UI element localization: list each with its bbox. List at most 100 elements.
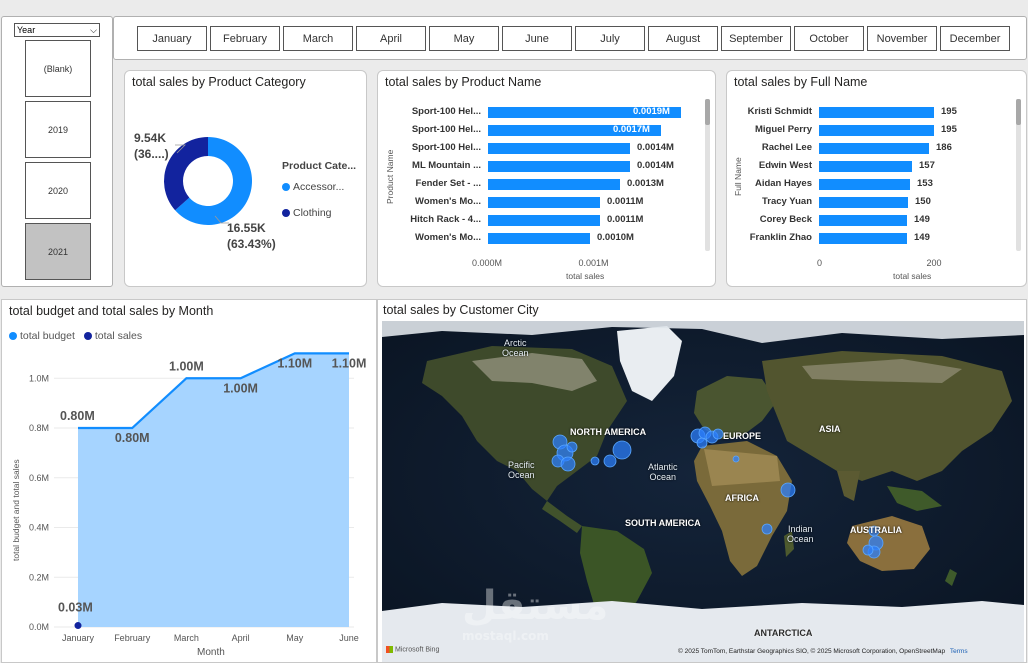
month-tile-october[interactable]: October bbox=[794, 26, 864, 51]
legend-dot-icon bbox=[83, 332, 92, 341]
month-tile-label: August bbox=[665, 32, 701, 45]
bar[interactable] bbox=[819, 161, 912, 172]
city-bubble[interactable] bbox=[712, 428, 724, 440]
map-label-australia: AUSTRALIA bbox=[850, 525, 902, 535]
bar-value-label: 153 bbox=[917, 178, 933, 189]
central-america-shape bbox=[542, 501, 582, 533]
north-america-snow-shape bbox=[472, 353, 597, 391]
map-label-antarctica: ANTARCTICA bbox=[754, 628, 813, 638]
month-tile-march[interactable]: March bbox=[283, 26, 353, 51]
legend-item-total-budget[interactable]: total budget bbox=[9, 330, 75, 342]
legend-item-accessories[interactable]: Accessor... bbox=[282, 178, 356, 196]
fullname-scrollbar[interactable] bbox=[1016, 99, 1021, 251]
month-tile-february[interactable]: February bbox=[210, 26, 280, 51]
year-dropdown[interactable]: Year ⌵ bbox=[14, 23, 100, 37]
bar[interactable] bbox=[488, 197, 600, 208]
city-bubble[interactable] bbox=[566, 441, 578, 453]
month-tile-december[interactable]: December bbox=[940, 26, 1010, 51]
bar[interactable] bbox=[488, 179, 620, 190]
x-tick-label: 200 bbox=[926, 258, 942, 268]
year-tile-label: 2021 bbox=[47, 246, 69, 257]
x-tick-label: 0.001M bbox=[578, 258, 609, 268]
city-bubble[interactable] bbox=[590, 456, 600, 466]
city-bubble[interactable] bbox=[603, 454, 617, 468]
map-terms-link[interactable]: Terms bbox=[949, 648, 968, 655]
budget-area[interactable] bbox=[78, 353, 349, 627]
city-map-title: total sales by Customer City bbox=[383, 303, 539, 317]
bar[interactable] bbox=[488, 215, 600, 226]
legend-item-clothing[interactable]: Clothing bbox=[282, 204, 356, 222]
month-tile-august[interactable]: August bbox=[648, 26, 718, 51]
x-tick-label: 0.000M bbox=[472, 258, 503, 268]
y-tick-label: 0.8M bbox=[29, 423, 49, 433]
budget-line[interactable] bbox=[78, 352, 349, 430]
bar[interactable] bbox=[488, 107, 681, 118]
month-tile-july[interactable]: July bbox=[575, 26, 645, 51]
month-legend: total budget total sales bbox=[9, 330, 142, 342]
microsoft-logo-icon bbox=[386, 646, 393, 653]
new-zealand-shape bbox=[945, 569, 957, 586]
bar-category-label: Edwin West bbox=[758, 160, 812, 171]
bar[interactable] bbox=[819, 197, 908, 208]
month-tile-april[interactable]: April bbox=[356, 26, 426, 51]
city-bubble[interactable] bbox=[612, 440, 632, 460]
map-label-south-america: SOUTH AMERICA bbox=[625, 518, 701, 528]
bar[interactable] bbox=[819, 233, 907, 244]
donut-label-accessories-value: 16.55K bbox=[227, 221, 266, 235]
year-tile-label: 2020 bbox=[47, 185, 69, 196]
city-bubble[interactable] bbox=[862, 544, 874, 556]
month-tile-january[interactable]: January bbox=[137, 26, 207, 51]
month-tile-september[interactable]: September bbox=[721, 26, 791, 51]
donut-slice-accessories[interactable] bbox=[175, 137, 252, 225]
y-tick-label: 0.0M bbox=[29, 622, 49, 632]
city-bubble[interactable] bbox=[732, 455, 740, 463]
month-tile-may[interactable]: May bbox=[429, 26, 499, 51]
bar[interactable] bbox=[488, 125, 661, 136]
europe-shape bbox=[694, 376, 777, 439]
map-label-asia: ASIA bbox=[819, 424, 841, 434]
donut-slice-clothing[interactable] bbox=[164, 137, 208, 211]
sahara-shape bbox=[704, 449, 780, 486]
month-tile-june[interactable]: June bbox=[502, 26, 572, 51]
bar[interactable] bbox=[488, 233, 590, 244]
map-label-atlantic: Atlantic Ocean bbox=[648, 462, 678, 482]
year-tile-label: 2019 bbox=[47, 124, 69, 135]
donut-leader-line-clothing bbox=[175, 144, 186, 154]
bar-value-label: 0.0014M bbox=[637, 142, 674, 153]
city-bubble[interactable] bbox=[761, 523, 773, 535]
donut-legend-title: Product Cate... bbox=[282, 160, 357, 172]
bar[interactable] bbox=[819, 179, 910, 190]
city-bubble[interactable] bbox=[560, 456, 576, 472]
bar[interactable] bbox=[819, 143, 929, 154]
bar[interactable] bbox=[819, 107, 934, 118]
bar-value-label: 150 bbox=[915, 196, 931, 207]
product-scrollbar-thumb[interactable] bbox=[705, 99, 710, 125]
year-tile-blank[interactable]: (Blank) bbox=[25, 40, 91, 97]
bar[interactable] bbox=[488, 161, 630, 172]
product-y-axis-title: Product Name bbox=[385, 149, 395, 204]
city-map-card: total sales by Customer City bbox=[377, 299, 1027, 663]
budget-data-label: 0.80M bbox=[60, 409, 95, 423]
legend-dot-icon bbox=[9, 332, 17, 341]
bar-value-label: 149 bbox=[914, 214, 930, 225]
bar-value-label: 0.0010M bbox=[597, 232, 634, 243]
fullname-y-axis-title: Full Name bbox=[733, 157, 743, 196]
bar[interactable] bbox=[819, 125, 934, 136]
fullname-scrollbar-thumb[interactable] bbox=[1016, 99, 1021, 125]
year-tile-2021[interactable]: 2021 bbox=[25, 223, 91, 280]
bar[interactable] bbox=[819, 215, 907, 226]
product-scrollbar[interactable] bbox=[705, 99, 710, 251]
month-tile-november[interactable]: November bbox=[867, 26, 937, 51]
year-tile-2019[interactable]: 2019 bbox=[25, 101, 91, 158]
city-bubble[interactable] bbox=[696, 437, 708, 449]
bar-category-label: Corey Beck bbox=[759, 214, 812, 225]
x-tick-label: June bbox=[339, 633, 359, 643]
city-bubble[interactable] bbox=[780, 482, 796, 498]
sales-point[interactable] bbox=[74, 622, 82, 630]
donut-label-clothing-pct: (36....) bbox=[134, 147, 169, 161]
year-tile-2020[interactable]: 2020 bbox=[25, 162, 91, 219]
world-map[interactable]: Arctic Ocean NORTH AMERICA EUROPE ASIA P… bbox=[382, 321, 1024, 662]
bar[interactable] bbox=[488, 143, 630, 154]
legend-item-total-sales[interactable]: total sales bbox=[83, 330, 142, 342]
bar-category-label: Sport-100 Hel... bbox=[411, 124, 481, 135]
